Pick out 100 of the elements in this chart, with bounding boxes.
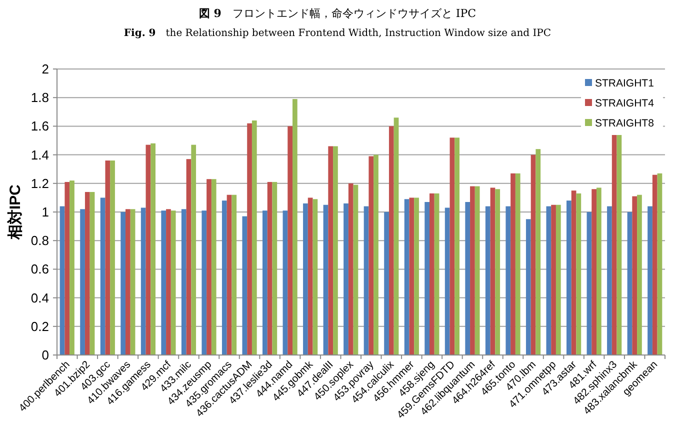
chart-title: 図 9 フロントエンド幅，命令ウィンドウサイズと IPC [198,7,476,20]
bar [632,196,638,355]
bar [536,149,541,355]
bar [657,173,662,355]
bar [292,99,298,355]
legend-label: STRAIGHT4 [595,98,654,110]
bar [222,200,227,355]
bar [323,204,328,355]
bar [344,203,348,355]
bar [430,193,434,355]
bar [434,193,440,355]
bar [120,212,126,355]
bar [80,209,85,355]
bar [424,202,430,355]
y-tick-label: 0.6 [30,262,49,277]
bar [84,192,90,355]
bar [328,146,334,355]
bar [272,182,278,355]
bar [206,179,212,355]
bar [515,173,520,355]
bar [267,182,272,355]
y-tick-label: 1.8 [30,90,49,106]
bar [596,188,602,355]
bar [247,123,252,355]
bar [526,219,531,355]
bar [303,203,308,355]
bar [60,206,65,355]
bar [333,146,338,355]
bar [648,206,652,355]
bar [226,194,232,355]
bar [90,192,95,355]
y-tick-label: 1 [42,204,49,220]
bar [607,206,612,355]
bar [105,160,110,355]
bar [530,154,536,355]
bar [571,190,576,355]
bar [161,210,166,355]
bar [126,209,130,355]
bar [551,204,556,355]
y-tick-label: 1.4 [30,147,49,162]
bar [637,194,642,355]
chart-subtitle: Fig. 9 the Relationship between Frontend Width, Instruction Window size and IPC [124,28,552,39]
bar [282,210,288,355]
bar [64,182,70,355]
bar [348,183,354,355]
bar [566,200,572,355]
y-tick-label: 0 [42,348,49,362]
bar [353,184,358,355]
bar [510,173,516,355]
legend-label: STRAIGHT8 [595,118,654,130]
bar [374,154,378,355]
bar [465,202,470,355]
bar [100,198,106,355]
bar [474,186,480,355]
bar [384,212,389,355]
bar [202,210,207,355]
bar [586,212,592,355]
bar [490,188,496,355]
bar [150,143,156,355]
bar [404,199,410,355]
bar [450,138,455,355]
bar [140,208,146,355]
bar [485,206,490,355]
bar [388,126,394,355]
bar [110,160,115,355]
bar [612,134,617,355]
bar [364,206,369,355]
bar [368,156,374,355]
y-tick-label: 1.6 [30,118,49,134]
bar [616,133,622,355]
bar [191,144,196,355]
y-tick-label: 2 [42,62,49,76]
bar [556,204,561,355]
bar [470,186,475,355]
y-tick-label: 1.2 [30,176,49,191]
bar [495,189,500,355]
y-tick-label: 0.2 [30,318,49,334]
bar [130,209,136,355]
bar [444,208,450,355]
bar [409,198,414,355]
bar [627,212,632,355]
bar [242,216,248,355]
bar [394,118,399,355]
y-axis-title: 相対IPC [6,184,24,241]
bar [170,210,176,355]
bar [232,194,237,355]
bar [288,126,292,355]
bar [506,206,511,355]
bar [181,209,186,355]
bar [592,189,596,355]
legend-label: STRAIGHT1 [595,78,654,90]
bar [312,199,318,355]
bar [166,209,171,355]
bar [414,198,419,355]
bar [186,159,192,355]
bar [652,174,658,355]
bar [308,198,313,355]
bar [454,138,460,355]
bar [252,120,257,355]
bar [70,180,74,355]
